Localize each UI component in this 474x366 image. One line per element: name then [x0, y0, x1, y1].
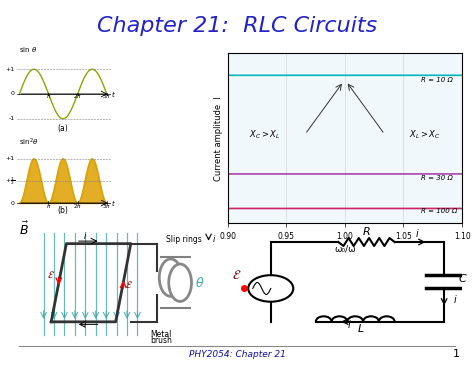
- Text: $i$: $i$: [83, 229, 88, 240]
- Text: $i$: $i$: [83, 318, 88, 329]
- Text: R = 30 Ω: R = 30 Ω: [421, 175, 453, 181]
- Text: Slip rings: Slip rings: [166, 235, 202, 244]
- Text: $\mathcal{E}$: $\mathcal{E}$: [47, 269, 55, 280]
- Ellipse shape: [159, 259, 182, 296]
- Text: $2\pi$: $2\pi$: [73, 202, 82, 210]
- Text: L: L: [358, 324, 364, 333]
- Text: sin $\theta$: sin $\theta$: [19, 45, 38, 54]
- Text: $X_C > X_L$: $X_C > X_L$: [249, 128, 281, 141]
- Text: $i$: $i$: [347, 318, 352, 330]
- Text: C: C: [459, 274, 466, 284]
- Text: 0: 0: [11, 92, 15, 97]
- Text: $3\pi$: $3\pi$: [102, 202, 111, 210]
- Text: $\mathcal{E}$: $\mathcal{E}$: [125, 279, 133, 290]
- Text: $X_L > X_C$: $X_L > X_C$: [409, 128, 440, 141]
- Text: $3\pi$: $3\pi$: [102, 93, 111, 100]
- Y-axis label: Current amplitude  I: Current amplitude I: [214, 96, 223, 180]
- Text: $\pi$: $\pi$: [46, 203, 51, 210]
- Text: (a): (a): [58, 124, 68, 133]
- Text: PHY2054: Chapter 21: PHY2054: Chapter 21: [189, 350, 285, 359]
- Text: +$\frac{1}{2}$: +$\frac{1}{2}$: [5, 175, 15, 187]
- Text: +1: +1: [6, 67, 15, 72]
- Text: -1: -1: [9, 116, 15, 121]
- Text: sin$^2\theta$: sin$^2\theta$: [19, 137, 39, 148]
- Text: $2\pi$: $2\pi$: [73, 93, 82, 100]
- Text: Chapter 21:  RLC Circuits: Chapter 21: RLC Circuits: [97, 16, 377, 37]
- Text: $\mathcal{E}$: $\mathcal{E}$: [232, 269, 242, 282]
- Text: Metal: Metal: [150, 330, 172, 339]
- Text: R = 10 Ω: R = 10 Ω: [421, 77, 453, 83]
- Text: +1: +1: [6, 156, 15, 161]
- Text: R = 100 Ω: R = 100 Ω: [421, 208, 457, 214]
- X-axis label: ω₀/ω: ω₀/ω: [334, 244, 356, 253]
- Text: $t$: $t$: [111, 198, 116, 208]
- Circle shape: [248, 275, 293, 302]
- Text: $t$: $t$: [111, 89, 116, 99]
- Text: $\vec{B}$: $\vec{B}$: [19, 221, 29, 238]
- Text: $\theta$: $\theta$: [195, 276, 205, 290]
- Text: $\pi$: $\pi$: [46, 93, 51, 100]
- Ellipse shape: [169, 264, 191, 302]
- Text: (b): (b): [58, 206, 69, 215]
- Text: $i$: $i$: [453, 293, 458, 305]
- Text: 0: 0: [11, 201, 15, 206]
- Text: 1: 1: [453, 350, 460, 359]
- Text: $i$: $i$: [415, 227, 419, 239]
- Text: $i$: $i$: [212, 233, 217, 244]
- Text: R: R: [363, 227, 370, 237]
- Text: brush: brush: [150, 336, 172, 345]
